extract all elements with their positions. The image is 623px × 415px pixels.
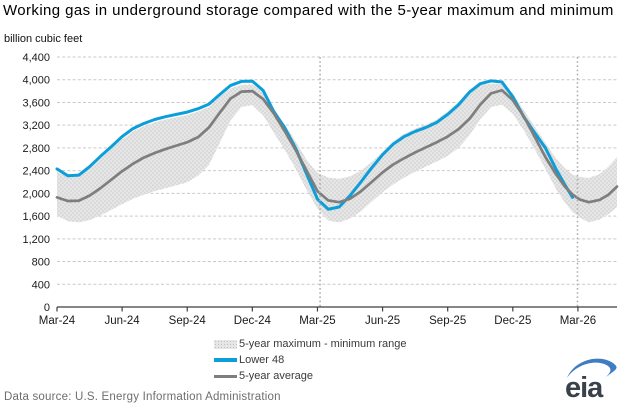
svg-text:Mar-26: Mar-26: [560, 315, 596, 327]
svg-text:2,000: 2,000: [22, 188, 50, 200]
svg-text:3,200: 3,200: [22, 120, 50, 132]
max-min-range-band: [57, 83, 617, 223]
svg-text:400: 400: [32, 279, 50, 291]
svg-text:Sep-24: Sep-24: [169, 315, 207, 327]
svg-text:Dec-25: Dec-25: [494, 315, 531, 327]
svg-text:Dec-24: Dec-24: [234, 315, 272, 327]
lower48-line: [55, 79, 575, 211]
legend-item-range: 5-year maximum - minimum range: [214, 336, 406, 352]
svg-text:Mar-25: Mar-25: [299, 315, 335, 327]
svg-text:0: 0: [44, 302, 50, 314]
eia-logo: eia: [565, 358, 617, 403]
legend-item-lower48: Lower 48: [214, 352, 406, 368]
svg-text:Jun-25: Jun-25: [365, 315, 400, 327]
svg-text:1,200: 1,200: [22, 234, 50, 246]
svg-text:Mar-24: Mar-24: [39, 315, 76, 327]
x-axis-tick-labels: Mar-24 Jun-24 Sep-24 Dec-24 Mar-25 Jun-25 Sep-…: [39, 307, 596, 327]
svg-text:Sep-25: Sep-25: [429, 315, 466, 327]
svg-text:4,000: 4,000: [22, 75, 50, 87]
legend-swatch-range: [214, 339, 237, 349]
svg-text:4,400: 4,400: [22, 52, 50, 64]
data-source-text: Data source: U.S. Energy Information Adm…: [4, 391, 281, 403]
chart-title: Working gas in underground storage compa…: [3, 2, 614, 19]
svg-text:3,600: 3,600: [22, 97, 50, 109]
eia-logo-letters: eia: [565, 372, 604, 403]
y-axis-tick-labels: 0 400 800 1,200 1,600 2,000 2,400 2,800 3,200 3,6…: [22, 52, 50, 314]
legend-label-range: 5-year maximum - minimum range: [239, 338, 407, 350]
legend-item-average: 5-year average: [214, 368, 406, 384]
legend-label-average: 5-year average: [239, 370, 313, 382]
chart-legend: 5-year maximum - minimum range Lower 48 …: [214, 336, 406, 384]
svg-text:800: 800: [32, 257, 50, 269]
y-axis-units-label: billion cubic feet: [4, 33, 83, 45]
eia-logo-swoosh-icon: [567, 358, 617, 378]
legend-label-lower48: Lower 48: [239, 354, 285, 366]
legend-swatch-average: [214, 374, 237, 378]
svg-text:1,600: 1,600: [22, 211, 50, 223]
five-year-average-line: [55, 88, 619, 204]
svg-text:2,400: 2,400: [22, 166, 50, 178]
svg-text:2,800: 2,800: [22, 143, 50, 155]
legend-swatch-lower48: [214, 358, 237, 362]
svg-text:Jun-24: Jun-24: [105, 315, 141, 327]
